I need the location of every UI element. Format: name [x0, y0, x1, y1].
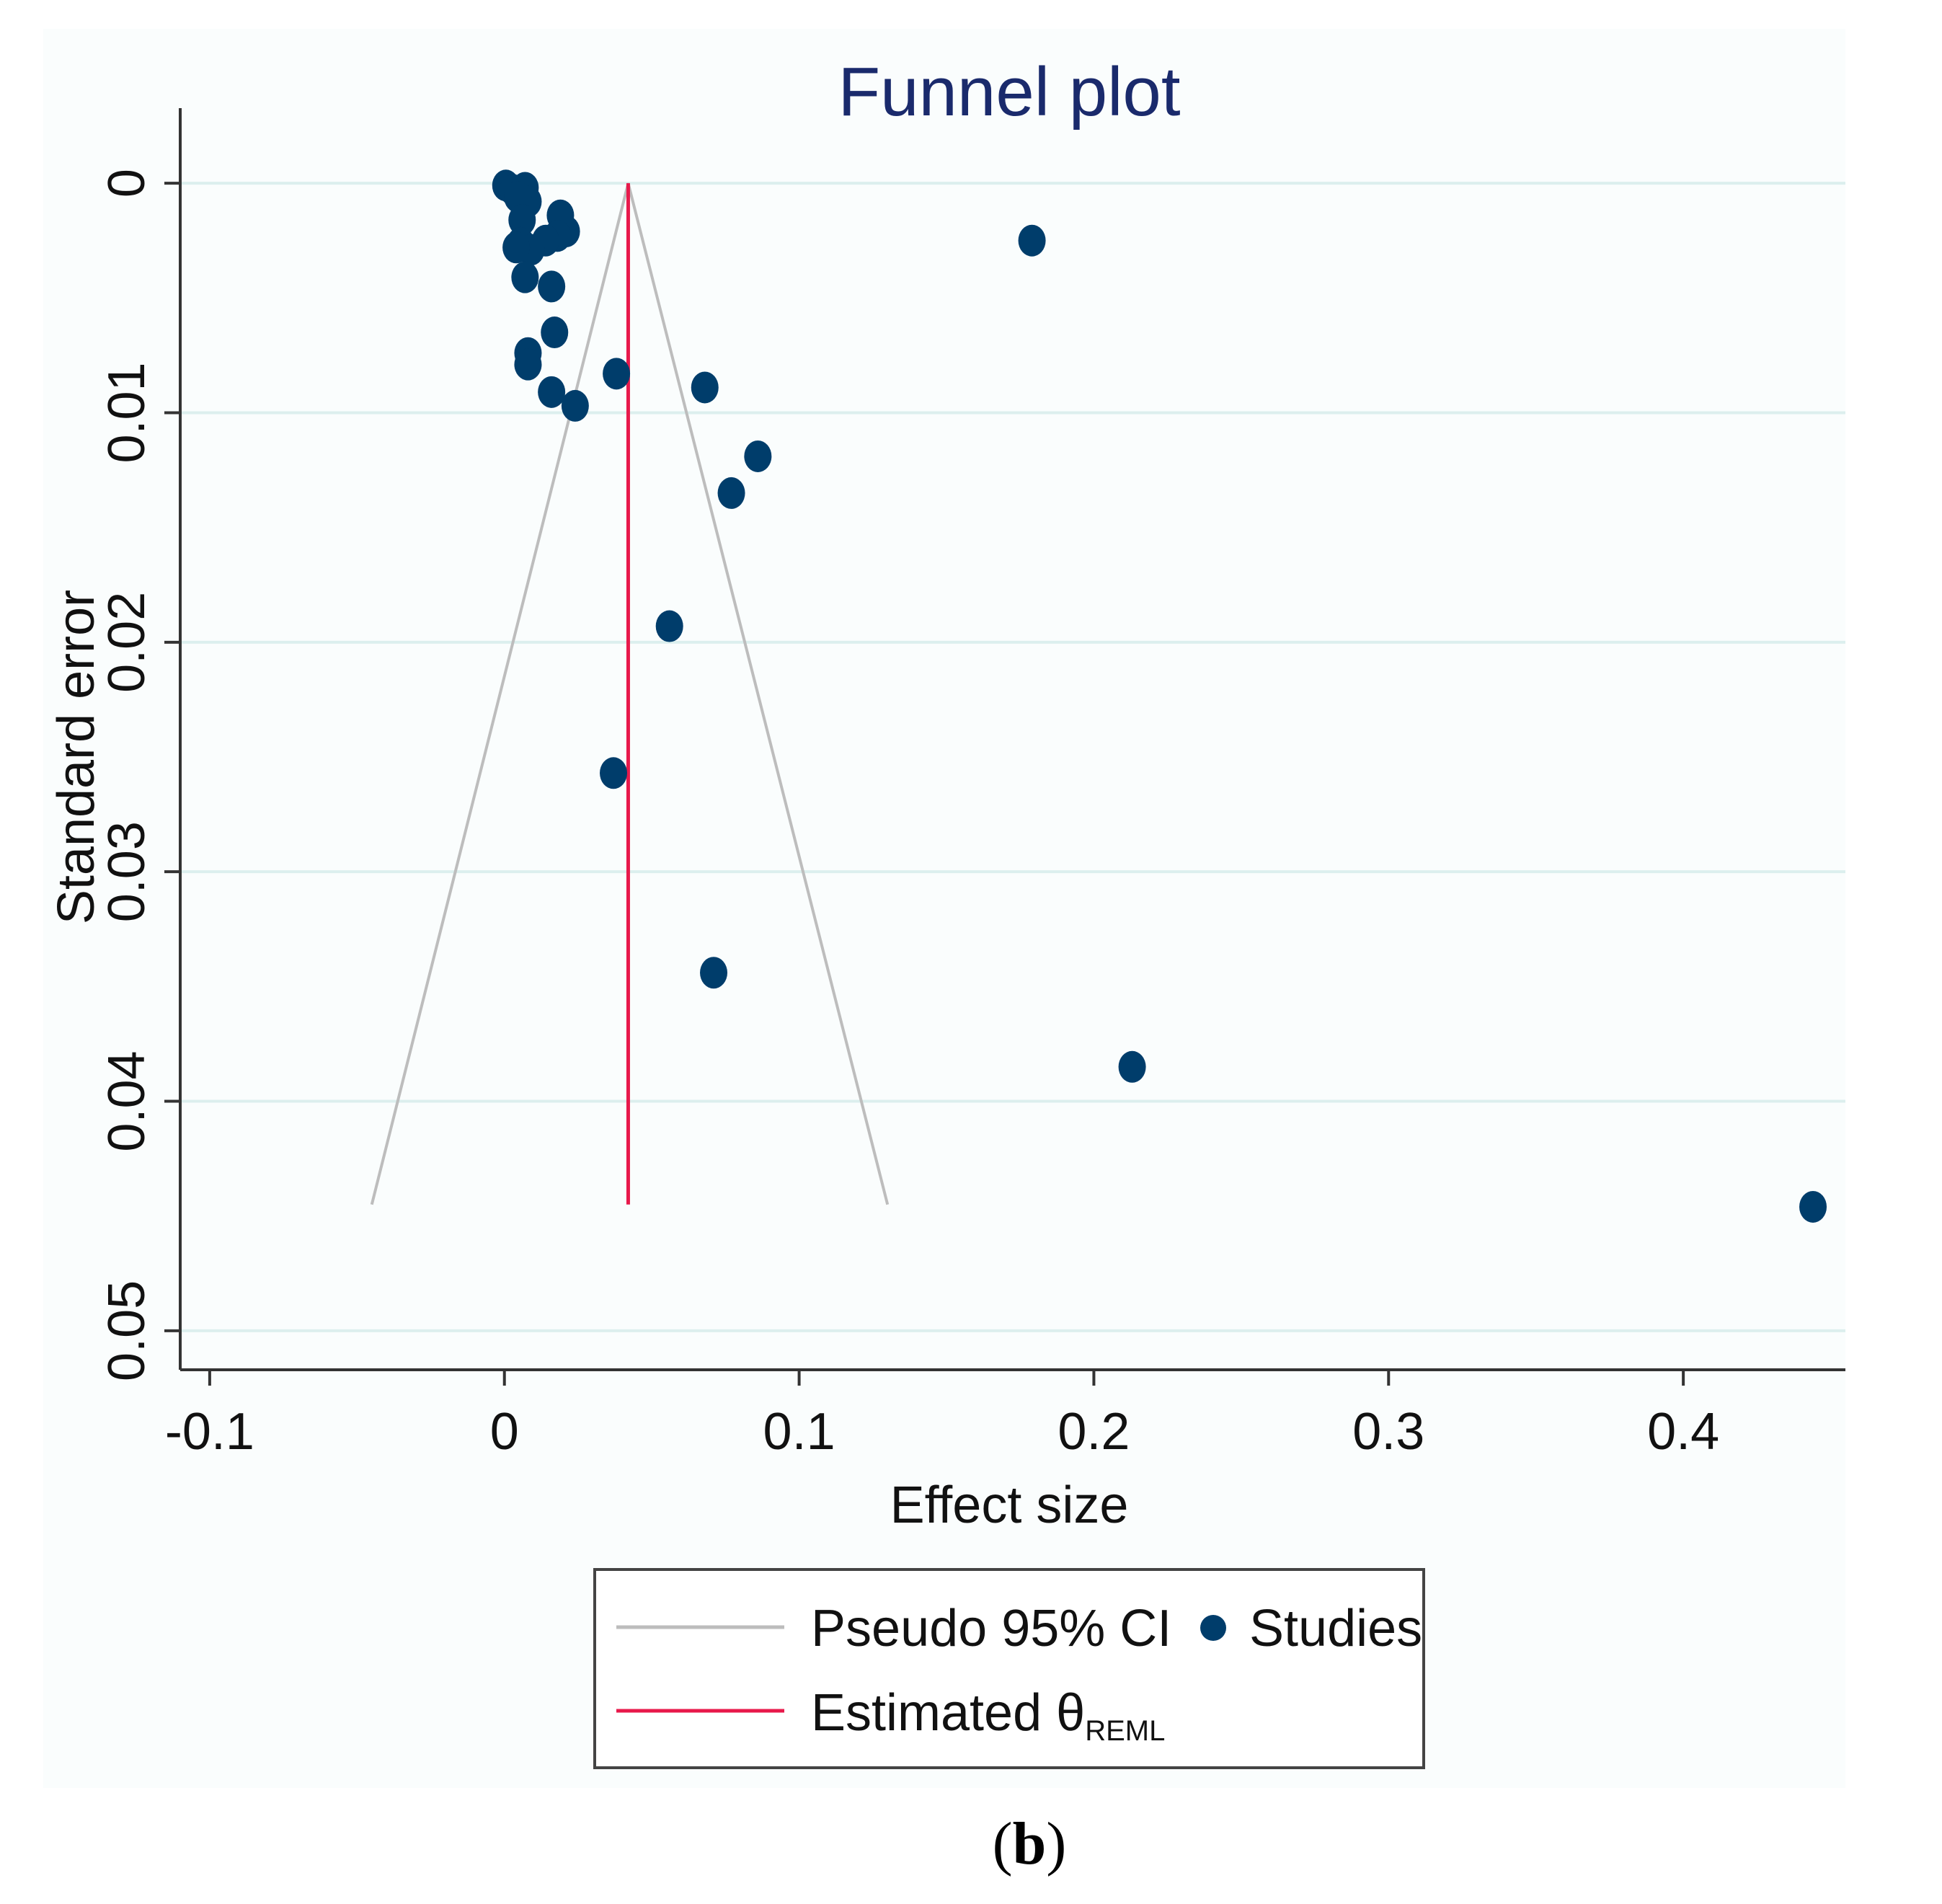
- legend-label-estimate-main: Estimated θ: [811, 1684, 1085, 1742]
- y-tick-label-2: 0.02: [98, 592, 156, 693]
- y-tick-label-3: 0.03: [98, 821, 156, 922]
- funnel-region: [370, 182, 890, 1205]
- study-point-24: [561, 389, 589, 422]
- y-tick-label-5: 0.05: [98, 1280, 156, 1381]
- study-point-17: [538, 270, 566, 303]
- study-point-31: [1799, 1190, 1827, 1223]
- study-point-20: [514, 348, 542, 381]
- y-axis-title: Standard error: [48, 590, 105, 924]
- panel-label-open: (: [993, 1810, 1013, 1877]
- y-tick-label-4: 0.04: [98, 1050, 156, 1151]
- study-point-23: [538, 376, 566, 408]
- study-point-21: [603, 358, 631, 390]
- x-tick-label-1: 0: [490, 1403, 519, 1461]
- chart-title: Funnel plot: [838, 53, 1181, 130]
- legend: Pseudo 95% CI Studies Estimated θREML: [593, 1568, 1425, 1769]
- legend-label-estimate: Estimated θREML: [811, 1684, 1165, 1747]
- study-point-22: [691, 371, 719, 404]
- y-axis-ticks: 0 0.01 0.02 0.03 0.04 0.05: [98, 169, 180, 1381]
- legend-label-studies: Studies: [1249, 1600, 1422, 1657]
- study-point-7: [508, 204, 536, 236]
- study-point-18: [541, 316, 569, 349]
- y-tick-label-1: 0.01: [98, 362, 156, 463]
- legend-label-pseudo-ci: Pseudo 95% CI: [811, 1600, 1171, 1657]
- axes: [179, 108, 1845, 1371]
- study-point-15: [1018, 224, 1046, 257]
- study-point-26: [717, 477, 745, 509]
- panel-label: (b): [993, 1810, 1067, 1877]
- study-point-16: [511, 261, 539, 293]
- grid-lines: [180, 182, 1845, 1332]
- x-tick-label-0: -0.1: [165, 1403, 254, 1461]
- study-point-25: [744, 440, 772, 472]
- x-axis-title: Effect size: [890, 1476, 1129, 1534]
- panel-label-letter: b: [1013, 1810, 1047, 1877]
- study-point-28: [600, 757, 628, 789]
- plot-region-background: [43, 29, 1845, 1788]
- study-point-29: [700, 957, 728, 989]
- x-tick-label-4: 0.3: [1352, 1403, 1424, 1461]
- x-tick-label-5: 0.4: [1647, 1403, 1719, 1461]
- panel-label-close: ): [1046, 1810, 1066, 1877]
- legend-swatch-studies: [1200, 1615, 1226, 1641]
- study-point-14: [502, 231, 531, 264]
- legend-label-estimate-subscript: REML: [1085, 1715, 1165, 1747]
- x-axis-ticks: -0.1 0 0.1 0.2 0.3 0.4: [165, 1370, 1719, 1461]
- study-point-27: [655, 610, 683, 642]
- x-tick-label-3: 0.2: [1058, 1403, 1130, 1461]
- x-tick-label-2: 0.1: [763, 1403, 835, 1461]
- legend-box: [593, 1568, 1425, 1769]
- study-points: [492, 169, 1827, 1223]
- study-point-30: [1118, 1050, 1146, 1083]
- y-tick-label-0: 0: [98, 169, 156, 198]
